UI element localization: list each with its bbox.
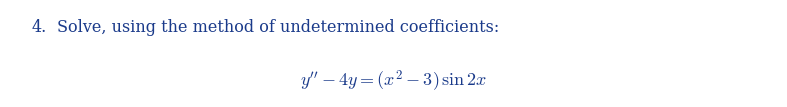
Text: Solve, using the method of undetermined coefficients:: Solve, using the method of undetermined … — [57, 19, 499, 36]
Text: $y'' - 4y = (x^2 - 3)\, \sin 2x$: $y'' - 4y = (x^2 - 3)\, \sin 2x$ — [300, 69, 487, 94]
Text: 4.: 4. — [31, 19, 46, 36]
